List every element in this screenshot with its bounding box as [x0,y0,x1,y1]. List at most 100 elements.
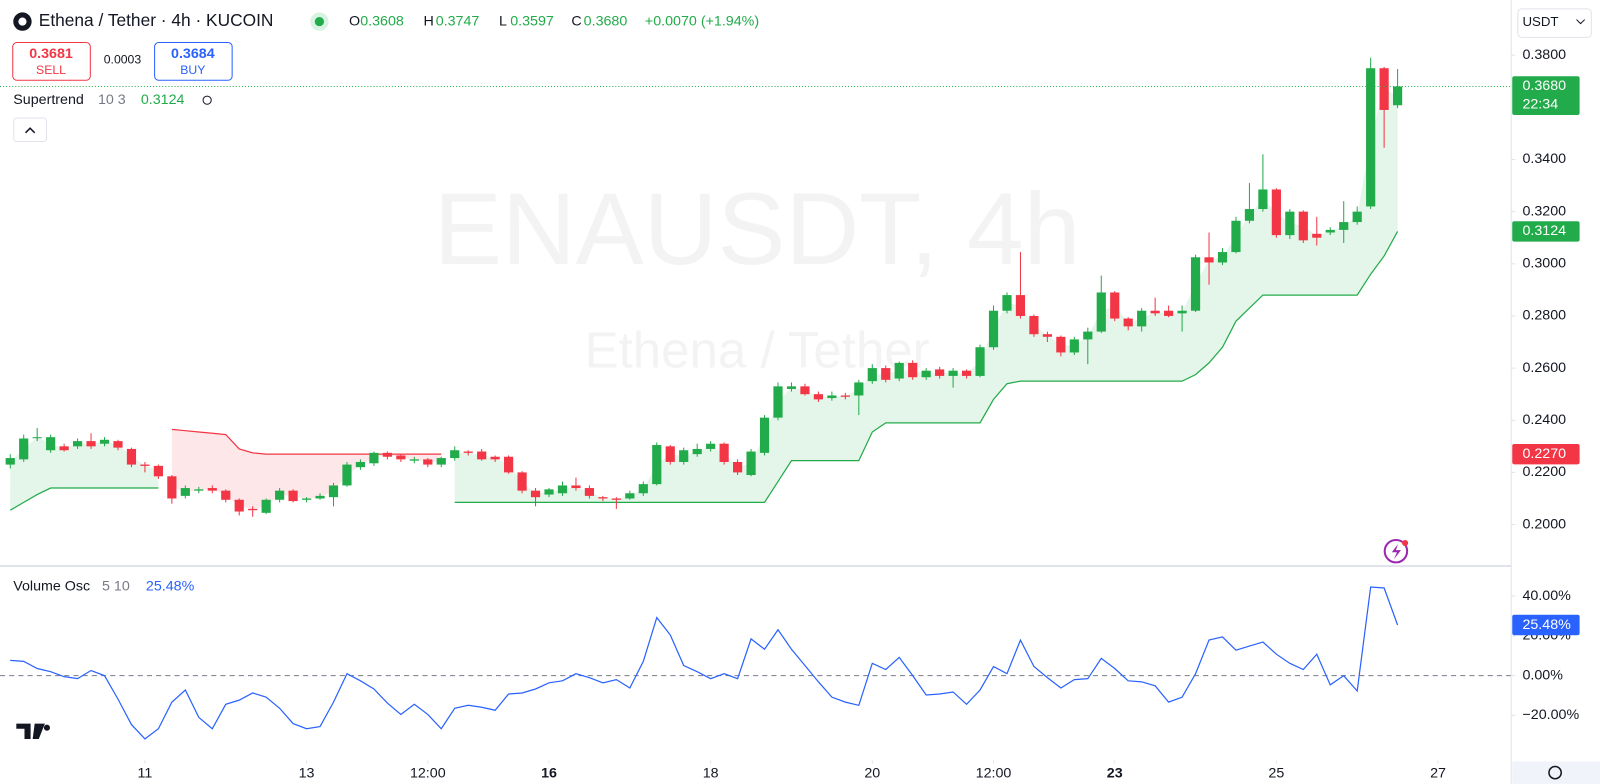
candle-body [207,488,217,491]
candle-body [463,451,473,453]
tv-logo-dot [43,724,50,731]
candle-body [126,448,137,465]
candle-body [436,458,446,465]
candle-body [167,476,177,499]
y-tick-label: 0.2400 [1522,412,1566,428]
candle-body [1244,209,1255,221]
candle-body [948,370,958,376]
candle-body [1083,331,1093,340]
candle-body [342,464,352,486]
candle-body [180,488,190,496]
candle-body [5,458,15,465]
candle-body [1015,295,1026,316]
y-tick-label: 0.3200 [1522,203,1566,219]
y-tick-label: 40.00% [1522,588,1571,604]
candle-body [611,498,621,500]
x-tick-label: 20 [864,765,880,781]
candle-body [1393,86,1403,106]
currency-button[interactable] [1517,8,1592,38]
price-tag-label: 0.3680 [1522,78,1566,94]
candle-body [1177,310,1187,314]
candle-body [665,446,675,462]
candle-body [732,461,743,473]
candle-body [113,441,123,448]
candle-body [800,386,810,395]
candle-body [194,489,204,491]
candle-body [315,495,325,499]
settings-icon[interactable] [1548,765,1562,780]
x-tick-label: 12:00 [410,765,446,781]
status-dot [314,17,324,27]
candle-body [19,438,29,460]
x-tick-label: 25 [1268,765,1284,781]
x-tick-label: 27 [1430,765,1446,781]
candle-body [46,437,56,451]
candle-body [1204,257,1214,263]
ohlc-value: 0.3680 [584,13,628,29]
candle-body [544,489,554,495]
candle-body [396,455,406,460]
candle-body [450,450,460,459]
x-tick-label: 11 [138,765,153,781]
osc-line [10,586,1399,740]
y-tick-label: 0.00% [1522,667,1563,683]
candle-body [1258,189,1268,210]
supertrend-line [171,428,442,455]
alert-dot [1402,539,1409,547]
candle-body [409,459,419,461]
dropdown-chevron [1576,19,1586,25]
candle-body [975,347,985,376]
x-tick-label: 12:00 [976,765,1012,781]
candle-body [706,443,716,449]
candle-body [1217,252,1228,263]
candle-body [490,456,500,460]
candle-body [1002,295,1012,311]
candle-body [625,493,635,499]
indicator-value: 0.3124 [141,92,185,108]
candle-body [1339,222,1349,230]
candle-body [773,386,783,418]
candle-body [517,472,527,491]
plot [0,57,1512,740]
candle-body [1325,229,1335,233]
osc-value: 25.48% [146,579,195,595]
price-tag [1512,443,1580,465]
watermark-symbol: ENAUSDT, 4h [434,172,1080,286]
osc-tag [1512,614,1580,636]
ohlc-key: O [349,13,360,29]
candle-body [854,382,864,396]
chevron [24,127,36,134]
candle-body [1164,310,1174,316]
hide-icon[interactable] [202,95,212,105]
candle-body [813,394,824,400]
sell-button[interactable] [12,42,91,81]
collapse-button[interactable] [13,117,47,143]
candle-body [234,499,244,512]
candle-body [988,310,999,348]
y-tick-label: 0.3400 [1522,151,1566,167]
candle-body [261,499,271,513]
spread: 0.0003 [104,53,142,67]
buy-button[interactable] [154,42,233,81]
candle-body [1298,211,1308,241]
buy-price: 0.3684 [171,46,215,62]
candle-body [840,395,850,397]
y-tick-label: 0.2600 [1522,360,1566,376]
candle-body [598,497,608,499]
supertrend-fill [10,437,159,511]
candle-body [1312,233,1322,238]
candle-body [382,452,392,457]
candle-body [638,484,648,494]
candle-body [248,508,258,511]
candle-body [1190,257,1201,311]
candle-body [571,485,581,489]
osc-tag-label: 25.48% [1522,617,1571,633]
candle-body [86,441,96,447]
candle-body [288,490,298,502]
alert-icon[interactable] [1383,538,1409,564]
candle-body [786,386,797,389]
supertrend-line [9,231,1399,511]
candle-body [355,461,366,468]
